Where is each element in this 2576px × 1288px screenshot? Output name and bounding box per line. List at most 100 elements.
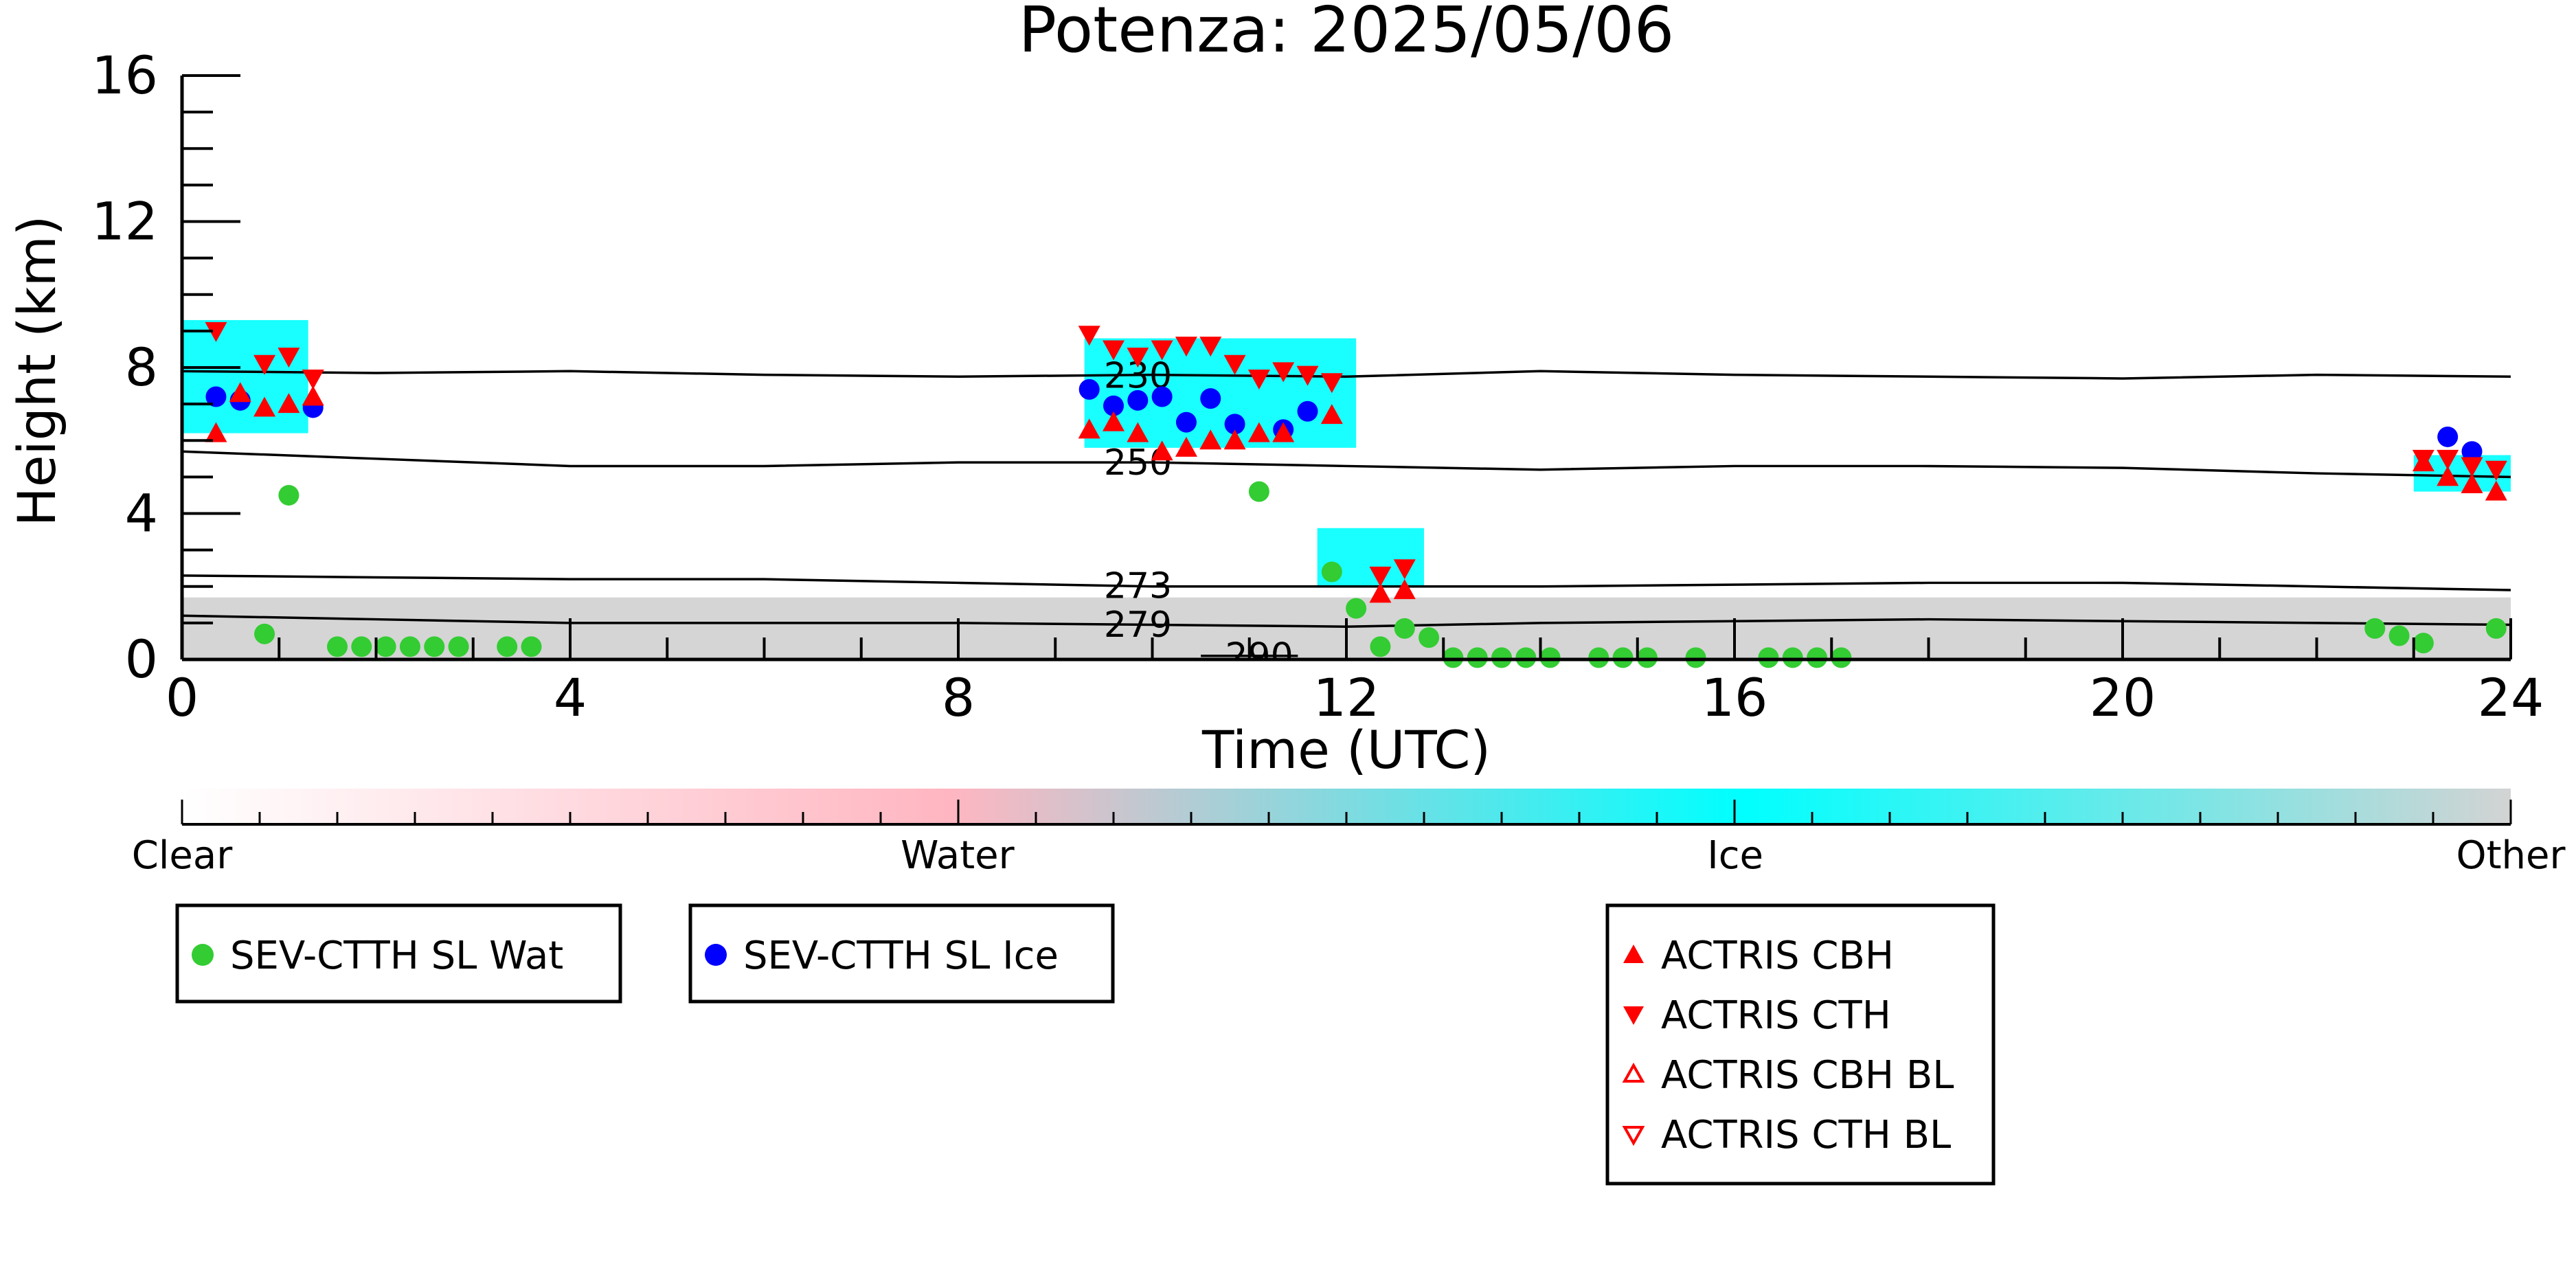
series-point bbox=[2364, 618, 2386, 639]
colorbar-label: Ice bbox=[1707, 833, 1763, 878]
series-point bbox=[205, 422, 227, 442]
series-point bbox=[1078, 379, 1100, 400]
series-point bbox=[253, 396, 276, 417]
series-point bbox=[1369, 583, 1392, 603]
series-point bbox=[1296, 365, 1319, 386]
legend-box bbox=[1605, 903, 1996, 1186]
y-tick-label: 8 bbox=[125, 337, 158, 398]
series-point bbox=[1831, 647, 1852, 668]
legend-box bbox=[175, 903, 622, 1004]
series-point bbox=[1320, 373, 1343, 394]
series-point bbox=[1151, 340, 1173, 361]
cloud-region-ice bbox=[1084, 338, 1357, 448]
legend-entry-label: ACTRIS CBH BL bbox=[1661, 1053, 1954, 1098]
series-point bbox=[1491, 647, 1512, 668]
legend-entry-label: SEV-CTTH SL Wat bbox=[230, 934, 563, 978]
colorbar: Clear Water Ice Other bbox=[132, 789, 2566, 878]
y-tick-label: 12 bbox=[91, 191, 158, 252]
series-point bbox=[1636, 647, 1658, 668]
series-point bbox=[1078, 326, 1100, 346]
y-tick-label: 0 bbox=[125, 629, 158, 690]
x-tick-label: 20 bbox=[2090, 667, 2156, 728]
legend-marker-triangle-up bbox=[1623, 945, 1644, 963]
series-point bbox=[1199, 337, 1222, 357]
x-tick-label: 0 bbox=[166, 667, 199, 728]
series-point bbox=[2412, 449, 2434, 470]
series-point bbox=[2485, 460, 2507, 481]
series-point bbox=[1515, 647, 1537, 668]
series-point bbox=[2461, 441, 2483, 462]
series-point bbox=[448, 636, 469, 657]
series-point bbox=[1369, 566, 1392, 587]
series-point bbox=[1758, 647, 1779, 668]
series-point bbox=[1370, 636, 1391, 657]
series-point bbox=[229, 382, 251, 403]
series-point bbox=[1200, 388, 1221, 409]
series-point bbox=[1223, 354, 1246, 375]
series-point bbox=[2485, 480, 2507, 501]
colorbar-label: Clear bbox=[132, 833, 233, 878]
isotherm-label: 273 bbox=[1104, 565, 1172, 607]
series-point bbox=[1320, 404, 1343, 425]
series-point bbox=[1224, 414, 1245, 435]
series-point bbox=[1467, 647, 1488, 668]
series-point bbox=[1272, 362, 1295, 383]
colorbar-label: Other bbox=[2456, 833, 2566, 878]
x-tick-label: 16 bbox=[1702, 667, 1768, 728]
series-point bbox=[278, 484, 300, 506]
series-point bbox=[2461, 473, 2483, 493]
isotherm-label: 290 bbox=[1225, 636, 1293, 677]
x-axis-label: Time (UTC) bbox=[1201, 719, 1491, 780]
series-point bbox=[1807, 647, 1828, 668]
series-point bbox=[1419, 627, 1440, 648]
isotherm-label: 279 bbox=[1104, 605, 1172, 646]
series-point bbox=[1297, 400, 1318, 422]
series-point bbox=[1103, 340, 1125, 361]
series-point bbox=[327, 636, 348, 657]
cloud-region-ice bbox=[182, 319, 308, 433]
colorbar-label: Water bbox=[901, 833, 1015, 878]
series-point bbox=[2437, 466, 2459, 486]
y-tick-label: 16 bbox=[91, 45, 158, 106]
isotherm-line bbox=[182, 370, 2511, 380]
series-point bbox=[1272, 422, 1295, 442]
series-point bbox=[2413, 633, 2434, 654]
series-point bbox=[1248, 481, 1269, 502]
series-point bbox=[278, 348, 300, 368]
series-point bbox=[205, 321, 227, 342]
x-tick-label: 24 bbox=[2478, 667, 2544, 728]
series-point bbox=[302, 385, 324, 406]
series-point bbox=[1247, 422, 1270, 442]
series-point bbox=[497, 636, 518, 657]
series-point bbox=[1175, 411, 1197, 433]
series-point bbox=[1394, 618, 1415, 639]
series-point bbox=[1127, 389, 1149, 411]
series-point bbox=[278, 393, 300, 414]
legends: SEV-CTTH SL Wat SEV-CTTH SL Ice ACTRIS CBH… bbox=[175, 903, 1996, 1186]
series-point bbox=[1346, 598, 1367, 619]
series-point bbox=[1588, 647, 1609, 668]
series-point bbox=[399, 636, 420, 657]
x-tick-label: 8 bbox=[942, 667, 975, 728]
chart-title: Potenza: 2025/05/06 bbox=[1019, 0, 1675, 67]
series-point bbox=[1612, 647, 1634, 668]
series-point bbox=[375, 636, 396, 657]
series-point bbox=[1443, 647, 1464, 668]
series-point bbox=[1685, 647, 1706, 668]
legend-box bbox=[688, 903, 1115, 1004]
series-point bbox=[1223, 429, 1246, 450]
series-point bbox=[205, 386, 227, 407]
series-point bbox=[253, 354, 276, 375]
series-point bbox=[1127, 422, 1149, 442]
series-point bbox=[1321, 561, 1342, 583]
series-point bbox=[254, 623, 275, 644]
series-point bbox=[521, 636, 542, 657]
data-points bbox=[205, 321, 2507, 668]
series-point bbox=[1103, 411, 1125, 431]
series-point bbox=[1175, 436, 1197, 457]
series-point bbox=[2388, 625, 2410, 646]
series-point bbox=[1103, 395, 1124, 416]
series-point bbox=[2437, 426, 2459, 447]
